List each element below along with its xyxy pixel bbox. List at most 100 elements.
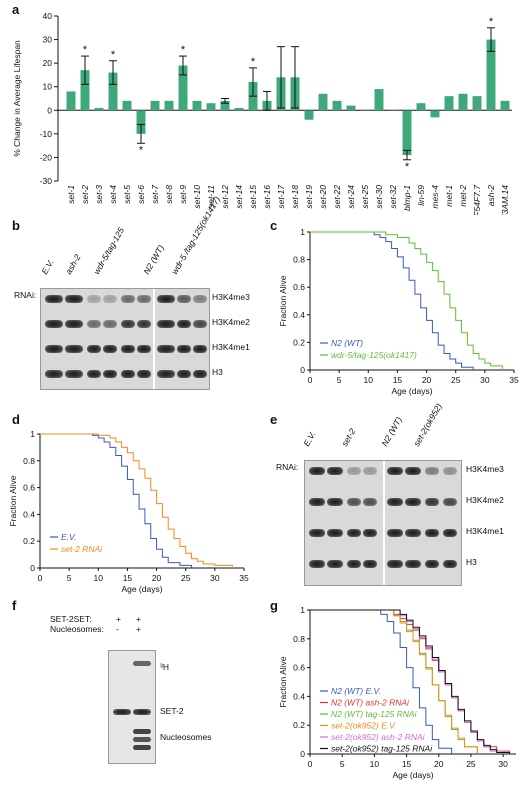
x-tick-label: 20 (152, 573, 162, 583)
survival-curve-0 (40, 433, 193, 568)
blot-split-b (153, 289, 155, 389)
panel-letter-e: e (270, 412, 278, 427)
category-label: ash-2 (486, 185, 496, 207)
blot-row-label: H3K4me1 (212, 342, 250, 352)
protein-band (45, 295, 63, 303)
bar-lin-59 (416, 103, 426, 111)
panel-letter-b: b (12, 218, 20, 233)
protein-band (387, 498, 403, 506)
tritium-band (133, 661, 151, 666)
x-tick-label: 30 (210, 573, 220, 583)
protein-band (193, 370, 207, 378)
protein-band (443, 498, 457, 506)
category-label: set-7 (150, 185, 160, 204)
bar-blmp-1 (402, 110, 412, 156)
category-label: set-32 (388, 185, 398, 209)
protein-band (45, 320, 63, 328)
category-label: set-2 (80, 185, 90, 204)
bar-set-14 (234, 107, 244, 111)
y-tick-label: 0.4 (23, 509, 35, 519)
y-tick-label: 1 (300, 227, 305, 237)
blot-image-b (40, 288, 210, 390)
category-label: set-20 (318, 185, 328, 209)
protein-band (65, 370, 83, 378)
survival-curve-1 (310, 231, 503, 370)
protein-band (177, 370, 191, 378)
lane-label: E.V. (301, 429, 318, 448)
bar-set-22 (332, 100, 342, 111)
y-tick-label: 0.2 (293, 720, 305, 730)
protein-band (137, 320, 151, 328)
protein-band (327, 560, 343, 568)
band-row (41, 293, 209, 305)
y-tick-label: 0.4 (293, 310, 305, 320)
x-tick-label: 35 (239, 573, 249, 583)
protein-band (363, 467, 377, 475)
category-label: set-17 (276, 185, 286, 209)
y-tick-label: 40 (43, 11, 53, 21)
y-tick-label: 0.6 (293, 282, 305, 292)
bar-set-8 (164, 100, 174, 111)
blot-row-label: H3K4me3 (466, 464, 504, 474)
protein-band (87, 295, 101, 303)
protein-band (443, 560, 457, 568)
protein-band (363, 560, 377, 568)
x-tick-label: 15 (123, 573, 133, 583)
legend-label-5: set-2(ok952) tag-125 RNAi (331, 744, 433, 754)
panel-letter-a: a (12, 2, 20, 17)
protein-band (309, 467, 325, 475)
rnai-label-e: RNAi: (276, 462, 299, 472)
x-tick-label: 0 (308, 375, 313, 385)
x-tick-label: 10 (94, 573, 104, 583)
category-label: set-11 (206, 185, 216, 208)
y-tick-label: 20 (43, 58, 53, 68)
bar-set-25 (360, 110, 370, 111)
protein-band (121, 345, 135, 353)
category-label: set-19 (304, 185, 314, 209)
survival-curve-5 (310, 609, 511, 754)
band-row (305, 558, 461, 570)
category-label: set-22 (332, 185, 342, 209)
protein-band (103, 320, 117, 328)
hmt-assay-f: SET-2SET: + + Nucleosomes: - + ³H SET-2 Nucleos… (0, 598, 270, 794)
x-tick-label: 25 (466, 759, 476, 769)
legend-label-2: N2 (WT) tag-125 RNAi (331, 709, 418, 719)
y-tick-label: 0.8 (23, 456, 35, 466)
protein-band (405, 529, 421, 537)
legend-label-0: N2 (WT) E.V. (331, 686, 381, 696)
x-tick-label: 30 (480, 375, 490, 385)
x-tick-label: 5 (340, 759, 345, 769)
y-tick-label: 0.8 (293, 634, 305, 644)
protein-band (405, 498, 421, 506)
category-label: set-4 (108, 185, 118, 204)
y-axis-label: Fraction Alive (8, 475, 18, 526)
protein-band (157, 295, 175, 303)
protein-band (425, 529, 439, 537)
y-tick-label: 0.2 (23, 536, 35, 546)
protein-band (193, 295, 207, 303)
significance-star: * (489, 16, 494, 28)
y-tick-label: 1 (30, 429, 35, 439)
x-axis-label: Age (days) (391, 386, 432, 396)
category-label: mes-4 (430, 185, 440, 209)
nucleosome-band-1 (133, 729, 151, 734)
protein-band (65, 295, 83, 303)
protein-band (425, 467, 439, 475)
x-tick-label: 15 (393, 375, 403, 385)
protein-band (347, 560, 361, 568)
survival-curve-0 (310, 609, 453, 754)
assay-condition-mark: + (116, 614, 121, 624)
y-axis-label: % Change in Average Lifespan (12, 40, 22, 157)
western-blot-b: RNAi: E.V. ash-2 wdr-5/tag-125 N2 (WT) wdr-5… (0, 195, 270, 410)
bar-set-19 (304, 110, 314, 120)
x-tick-label: 30 (498, 759, 508, 769)
bar-set-24 (346, 105, 356, 111)
protein-band (405, 560, 421, 568)
bar-ash-2 (486, 39, 496, 111)
blot-image-e (304, 460, 462, 586)
protein-band (347, 529, 361, 537)
lane-label: N2 (WT) (141, 243, 167, 276)
y-tick-label: 1 (300, 605, 305, 615)
significance-star: * (405, 161, 410, 173)
